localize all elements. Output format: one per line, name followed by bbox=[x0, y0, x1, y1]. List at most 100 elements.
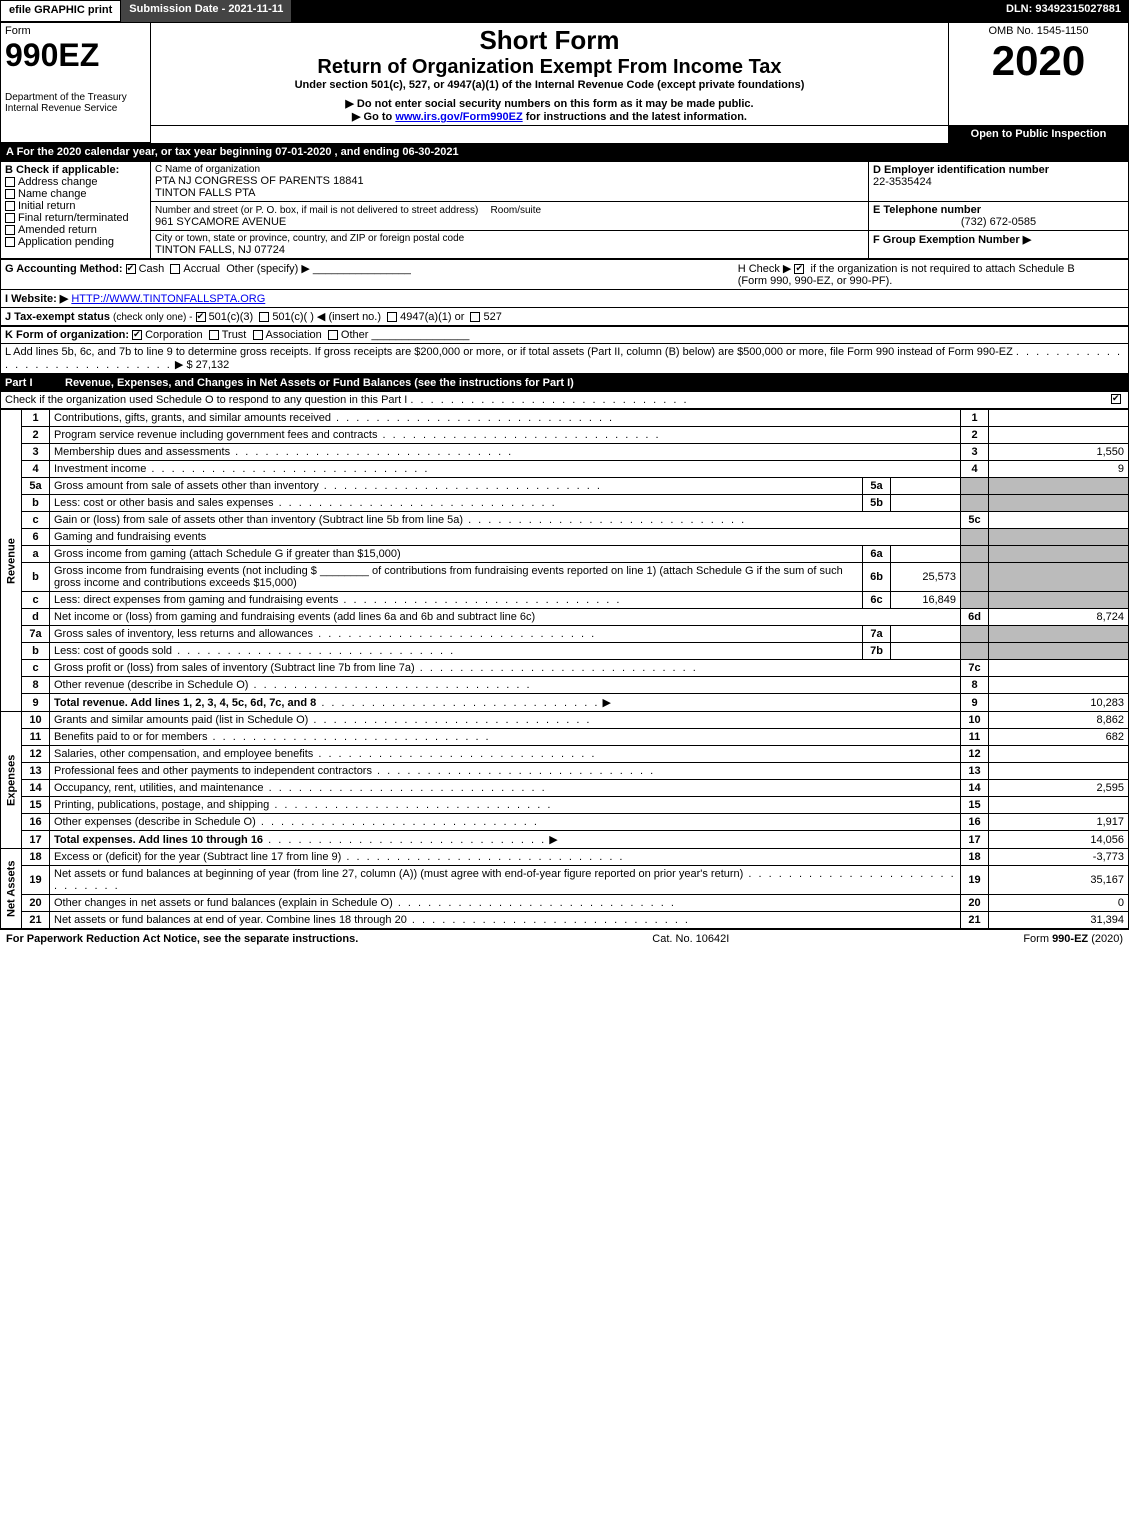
opt-501c3: 501(c)(3) bbox=[209, 311, 254, 323]
submission-date-button[interactable]: Submission Date - 2021-11-11 bbox=[121, 0, 291, 22]
value-street: 961 SYCAMORE AVENUE bbox=[155, 216, 864, 228]
lines-ghi-table: G Accounting Method: Cash Accrual Other … bbox=[0, 259, 1129, 326]
efile-print-button[interactable]: efile GRAPHIC print bbox=[0, 0, 121, 22]
cb-501c[interactable] bbox=[259, 312, 269, 322]
ln18-num: 18 bbox=[22, 849, 50, 866]
ln1-num: 1 bbox=[22, 410, 50, 427]
h-text1: H Check ▶ bbox=[738, 263, 792, 275]
ln12-num: 12 bbox=[22, 746, 50, 763]
form-number: 990EZ bbox=[5, 37, 146, 74]
ln9-text: Total revenue. Add lines 1, 2, 3, 4, 5c,… bbox=[50, 694, 961, 712]
page-footer: For Paperwork Reduction Act Notice, see … bbox=[0, 929, 1129, 948]
part1-check-text: Check if the organization used Schedule … bbox=[5, 394, 407, 406]
ln9-rn: 9 bbox=[961, 694, 989, 712]
ln10-val: 8,862 bbox=[989, 712, 1129, 729]
irs-link[interactable]: www.irs.gov/Form990EZ bbox=[395, 111, 522, 123]
ln6c-val-shaded bbox=[989, 592, 1129, 609]
ln6-num: 6 bbox=[22, 529, 50, 546]
label-tax-exempt: J Tax-exempt status bbox=[5, 311, 110, 323]
ln6b-rn-shaded bbox=[961, 563, 989, 592]
ln3-text: Membership dues and assessments bbox=[50, 444, 961, 461]
section-c-name: C Name of organization PTA NJ CONGRESS O… bbox=[151, 162, 869, 202]
ln3-num: 3 bbox=[22, 444, 50, 461]
ln14-text: Occupancy, rent, utilities, and maintena… bbox=[50, 780, 961, 797]
title-return: Return of Organization Exempt From Incom… bbox=[155, 56, 944, 79]
cb-accrual[interactable] bbox=[170, 264, 180, 274]
h-text2: if the organization is not required to a… bbox=[811, 263, 1075, 275]
section-e-phone: E Telephone number (732) 672-0585 bbox=[869, 202, 1129, 231]
ln5a-val-shaded bbox=[989, 478, 1129, 495]
ln16-text: Other expenses (describe in Schedule O) bbox=[50, 814, 961, 831]
cb-cash[interactable] bbox=[126, 264, 136, 274]
ln7a-rn-shaded bbox=[961, 626, 989, 643]
ln7b-num: b bbox=[22, 643, 50, 660]
opt-corporation: Corporation bbox=[145, 329, 202, 341]
section-b-heading: B Check if applicable: bbox=[5, 164, 146, 176]
cb-initial-return[interactable]: Initial return bbox=[5, 200, 146, 212]
part1-label: Part I bbox=[1, 375, 61, 392]
financial-lines-table: Revenue 1 Contributions, gifts, grants, … bbox=[0, 409, 1129, 929]
period-bar: A For the 2020 calendar year, or tax yea… bbox=[0, 143, 1129, 161]
part1-heading: Revenue, Expenses, and Changes in Net As… bbox=[61, 375, 1129, 392]
ln7c-val bbox=[989, 660, 1129, 677]
opt-trust: Trust bbox=[222, 329, 247, 341]
ln5b-val-shaded bbox=[989, 495, 1129, 512]
line-l-arrow: ▶ $ bbox=[175, 359, 193, 371]
ln2-text: Program service revenue including govern… bbox=[50, 427, 961, 444]
ln6c-text: Less: direct expenses from gaming and fu… bbox=[50, 592, 863, 609]
cb-h-check[interactable] bbox=[794, 264, 804, 274]
ln16-rn: 16 bbox=[961, 814, 989, 831]
website-link[interactable]: HTTP://WWW.TINTONFALLSPTA.ORG bbox=[71, 293, 265, 305]
label-org-name: C Name of organization bbox=[155, 164, 864, 175]
ln6a-num: a bbox=[22, 546, 50, 563]
entity-info-table: B Check if applicable: Address change Na… bbox=[0, 161, 1129, 259]
ln7a-val-shaded bbox=[989, 626, 1129, 643]
cb-address-change[interactable]: Address change bbox=[5, 176, 146, 188]
line-g-cell: G Accounting Method: Cash Accrual Other … bbox=[1, 260, 734, 290]
ln1-text: Contributions, gifts, grants, and simila… bbox=[50, 410, 961, 427]
cb-application-pending[interactable]: Application pending bbox=[5, 236, 146, 248]
cb-schedule-o[interactable] bbox=[1111, 394, 1121, 404]
ln6b-mid: 6b bbox=[863, 563, 891, 592]
label-website: I Website: ▶ bbox=[5, 293, 68, 305]
cb-corporation[interactable] bbox=[132, 330, 142, 340]
cb-other-org[interactable] bbox=[328, 330, 338, 340]
ln6a-mid: 6a bbox=[863, 546, 891, 563]
label-room: Room/suite bbox=[491, 205, 542, 216]
ln6d-text: Net income or (loss) from gaming and fun… bbox=[50, 609, 961, 626]
cb-4947[interactable] bbox=[387, 312, 397, 322]
ln7b-val-shaded bbox=[989, 643, 1129, 660]
cb-501c3[interactable] bbox=[196, 312, 206, 322]
footer-left: For Paperwork Reduction Act Notice, see … bbox=[6, 933, 358, 945]
ln2-rn: 2 bbox=[961, 427, 989, 444]
org-name-1: PTA NJ CONGRESS OF PARENTS 18841 bbox=[155, 175, 864, 187]
opt-501c: 501(c)( ) ◀ (insert no.) bbox=[272, 311, 381, 323]
label-group-exemption: F Group Exemption Number ▶ bbox=[873, 234, 1031, 246]
ln6a-mv bbox=[891, 546, 961, 563]
line-i-cell: I Website: ▶ HTTP://WWW.TINTONFALLSPTA.O… bbox=[1, 290, 1129, 308]
ln21-num: 21 bbox=[22, 912, 50, 929]
ln7c-num: c bbox=[22, 660, 50, 677]
cb-final-return[interactable]: Final return/terminated bbox=[5, 212, 146, 224]
ln6c-mv: 16,849 bbox=[891, 592, 961, 609]
ln12-text: Salaries, other compensation, and employ… bbox=[50, 746, 961, 763]
section-c-street: Number and street (or P. O. box, if mail… bbox=[151, 202, 869, 231]
cb-trust[interactable] bbox=[209, 330, 219, 340]
ln5c-num: c bbox=[22, 512, 50, 529]
ln19-num: 19 bbox=[22, 866, 50, 895]
h-text3: (Form 990, 990-EZ, or 990-PF). bbox=[738, 275, 893, 287]
ln13-val bbox=[989, 763, 1129, 780]
ln10-text: Grants and similar amounts paid (list in… bbox=[50, 712, 961, 729]
ln16-num: 16 bbox=[22, 814, 50, 831]
cb-association[interactable] bbox=[253, 330, 263, 340]
opt-accrual: Accrual bbox=[183, 263, 220, 275]
cb-527[interactable] bbox=[470, 312, 480, 322]
cb-name-change[interactable]: Name change bbox=[5, 188, 146, 200]
ln17-rn: 17 bbox=[961, 831, 989, 849]
ln21-val: 31,394 bbox=[989, 912, 1129, 929]
ln16-val: 1,917 bbox=[989, 814, 1129, 831]
header-left-cell: Form 990EZ Department of the Treasury In… bbox=[1, 23, 151, 143]
ln5c-text: Gain or (loss) from sale of assets other… bbox=[50, 512, 961, 529]
cb-amended-return[interactable]: Amended return bbox=[5, 224, 146, 236]
ln11-rn: 11 bbox=[961, 729, 989, 746]
